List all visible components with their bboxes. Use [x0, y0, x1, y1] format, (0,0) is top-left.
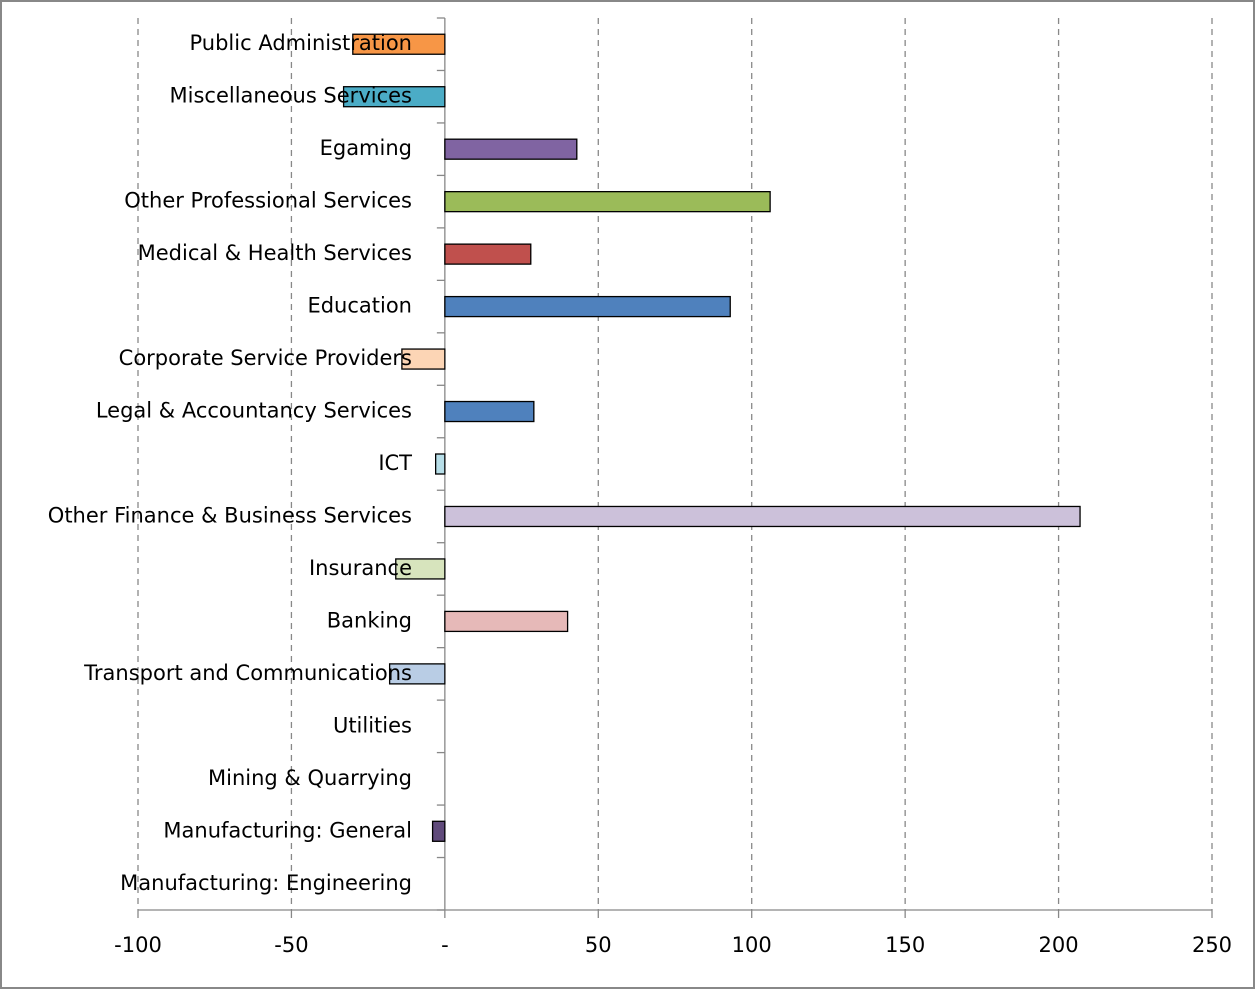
x-tick-label: -50 — [274, 933, 308, 957]
bar — [431, 820, 446, 842]
y-tick-label: Banking — [327, 608, 412, 632]
y-tick-label: Insurance — [309, 556, 412, 580]
y-tick-label: Mining & Quarrying — [208, 766, 412, 790]
bar — [435, 453, 446, 475]
bar — [444, 400, 535, 423]
y-tick-label: Corporate Service Providers — [119, 346, 412, 370]
x-tick-label: -100 — [114, 933, 162, 957]
x-tick-label: 100 — [732, 933, 772, 957]
bar — [342, 86, 446, 108]
x-tick-label: 150 — [885, 933, 925, 957]
bar — [401, 348, 446, 370]
y-tick-label: Egaming — [320, 136, 412, 160]
y-tick-label: Medical & Health Services — [138, 241, 412, 265]
bar — [444, 138, 578, 160]
y-tick-label: Education — [307, 294, 412, 318]
y-tick-label: Legal & Accountancy Services — [96, 399, 412, 423]
y-tick-label: ICT — [378, 451, 412, 475]
bar — [444, 243, 532, 265]
bar — [444, 610, 569, 633]
y-tick-label: Utilities — [333, 713, 412, 737]
y-tick-label: Public Administration — [190, 31, 413, 55]
bar — [388, 663, 446, 685]
y-tick-label: Manufacturing: Engineering — [120, 871, 412, 895]
x-tick-label: 200 — [1039, 933, 1079, 957]
x-tick-label: 250 — [1192, 933, 1232, 957]
y-tick-label: Manufacturing: General — [163, 818, 412, 842]
bar — [352, 33, 446, 55]
bar — [444, 190, 771, 213]
bar — [444, 505, 1081, 528]
x-tick-label: - — [441, 933, 449, 957]
bar — [444, 295, 731, 318]
y-tick-label: Miscellaneous Services — [170, 84, 412, 108]
bar — [395, 558, 446, 580]
x-tick-label: 50 — [585, 933, 612, 957]
y-tick-label: Other Finance & Business Services — [48, 503, 412, 527]
y-tick-label: Transport and Communications — [83, 661, 412, 685]
y-tick-label: Other Professional Services — [124, 189, 412, 213]
